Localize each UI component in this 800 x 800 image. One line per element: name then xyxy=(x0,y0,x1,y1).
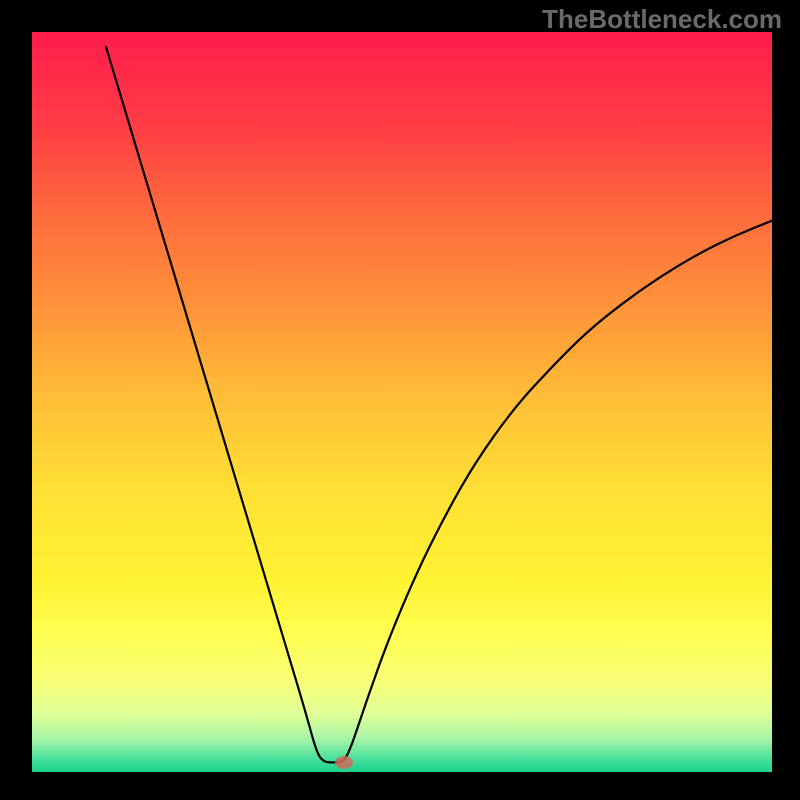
chart-container xyxy=(32,32,772,772)
minimum-marker xyxy=(335,756,353,769)
chart-gradient-background xyxy=(32,32,772,772)
watermark-text: TheBottleneck.com xyxy=(542,4,782,35)
